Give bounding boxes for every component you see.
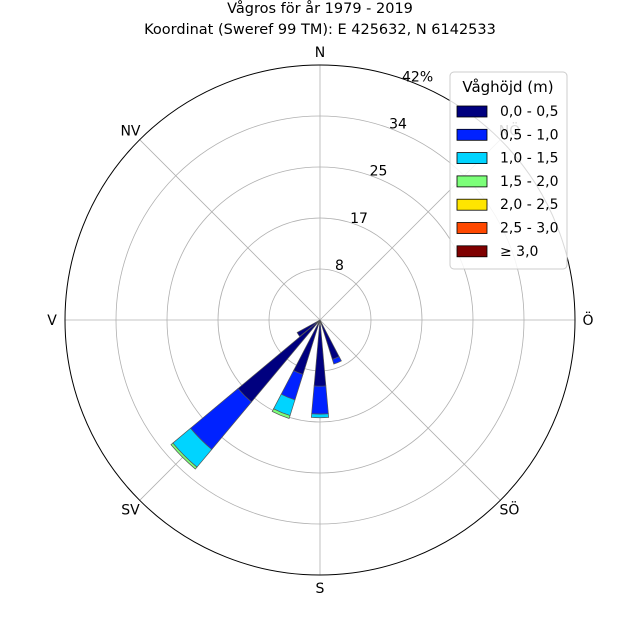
- legend-label-5: 2,5 - 3,0: [500, 221, 558, 237]
- legend: Våghöjd (m) 0,0 - 0,5 0,5 - 1,0 1,0 - 1,5 1…: [449, 71, 568, 270]
- legend-items: 0,0 - 0,5 0,5 - 1,0 1,0 - 1,5 1,5 - 2,0 2,0 …: [456, 104, 558, 260]
- legend-swatch-6: [456, 245, 488, 258]
- direction-label-5: SV: [121, 503, 140, 519]
- direction-label-0: N: [315, 45, 325, 61]
- sector-1-bin-2: [310, 413, 330, 419]
- legend-label-1: 0,5 - 1,0: [500, 127, 558, 143]
- sector-0-bin-1: [331, 356, 342, 365]
- sector-4-bin-0: [296, 319, 321, 337]
- sector-1-bin-1: [311, 385, 329, 415]
- legend-swatch-1: [456, 128, 488, 141]
- radial-tick-label-0: 8: [335, 258, 344, 274]
- grid-spoke-7: [139, 139, 321, 321]
- legend-title: Våghöjd (m): [462, 78, 553, 96]
- legend-label-4: 2,0 - 2,5: [500, 197, 558, 213]
- radial-tick-label-4: 42%: [402, 69, 433, 85]
- radial-tick-labels: 8 17 25 34 42%: [335, 69, 433, 273]
- legend-label-3: 1,5 - 2,0: [500, 174, 558, 190]
- direction-label-2: Ö: [582, 311, 593, 329]
- legend-label-2: 1,0 - 1,5: [500, 151, 558, 167]
- chart-title-line1: Vågros för år 1979 - 2019: [227, 0, 413, 17]
- sector-bars: [170, 319, 342, 470]
- direction-label-3: SÖ: [500, 501, 520, 519]
- direction-label-7: NV: [120, 123, 140, 139]
- direction-label-6: V: [47, 313, 57, 329]
- radial-tick-label-3: 34: [389, 117, 407, 133]
- legend-swatch-4: [456, 198, 488, 211]
- direction-label-4: S: [316, 581, 325, 597]
- legend-frame: [449, 71, 568, 270]
- sector-3-bin-3: [170, 442, 198, 470]
- legend-swatch-2: [456, 152, 488, 165]
- chart-title-line2: Koordinat (Sweref 99 TM): E 425632, N 61…: [144, 22, 496, 38]
- legend-label-6: ≥ 3,0: [500, 244, 538, 260]
- legend-swatch-3: [456, 175, 488, 188]
- sector-2-bin-3: [271, 408, 291, 419]
- legend-swatch-0: [456, 105, 488, 118]
- radial-tick-label-2: 25: [370, 164, 388, 180]
- polar-axes-outline: [64, 64, 576, 576]
- legend-swatch-5: [456, 222, 488, 234]
- legend-label-0: 0,0 - 0,5: [500, 104, 558, 120]
- radial-tick-label-1: 17: [350, 211, 368, 227]
- grid-spoke-3: [319, 319, 501, 501]
